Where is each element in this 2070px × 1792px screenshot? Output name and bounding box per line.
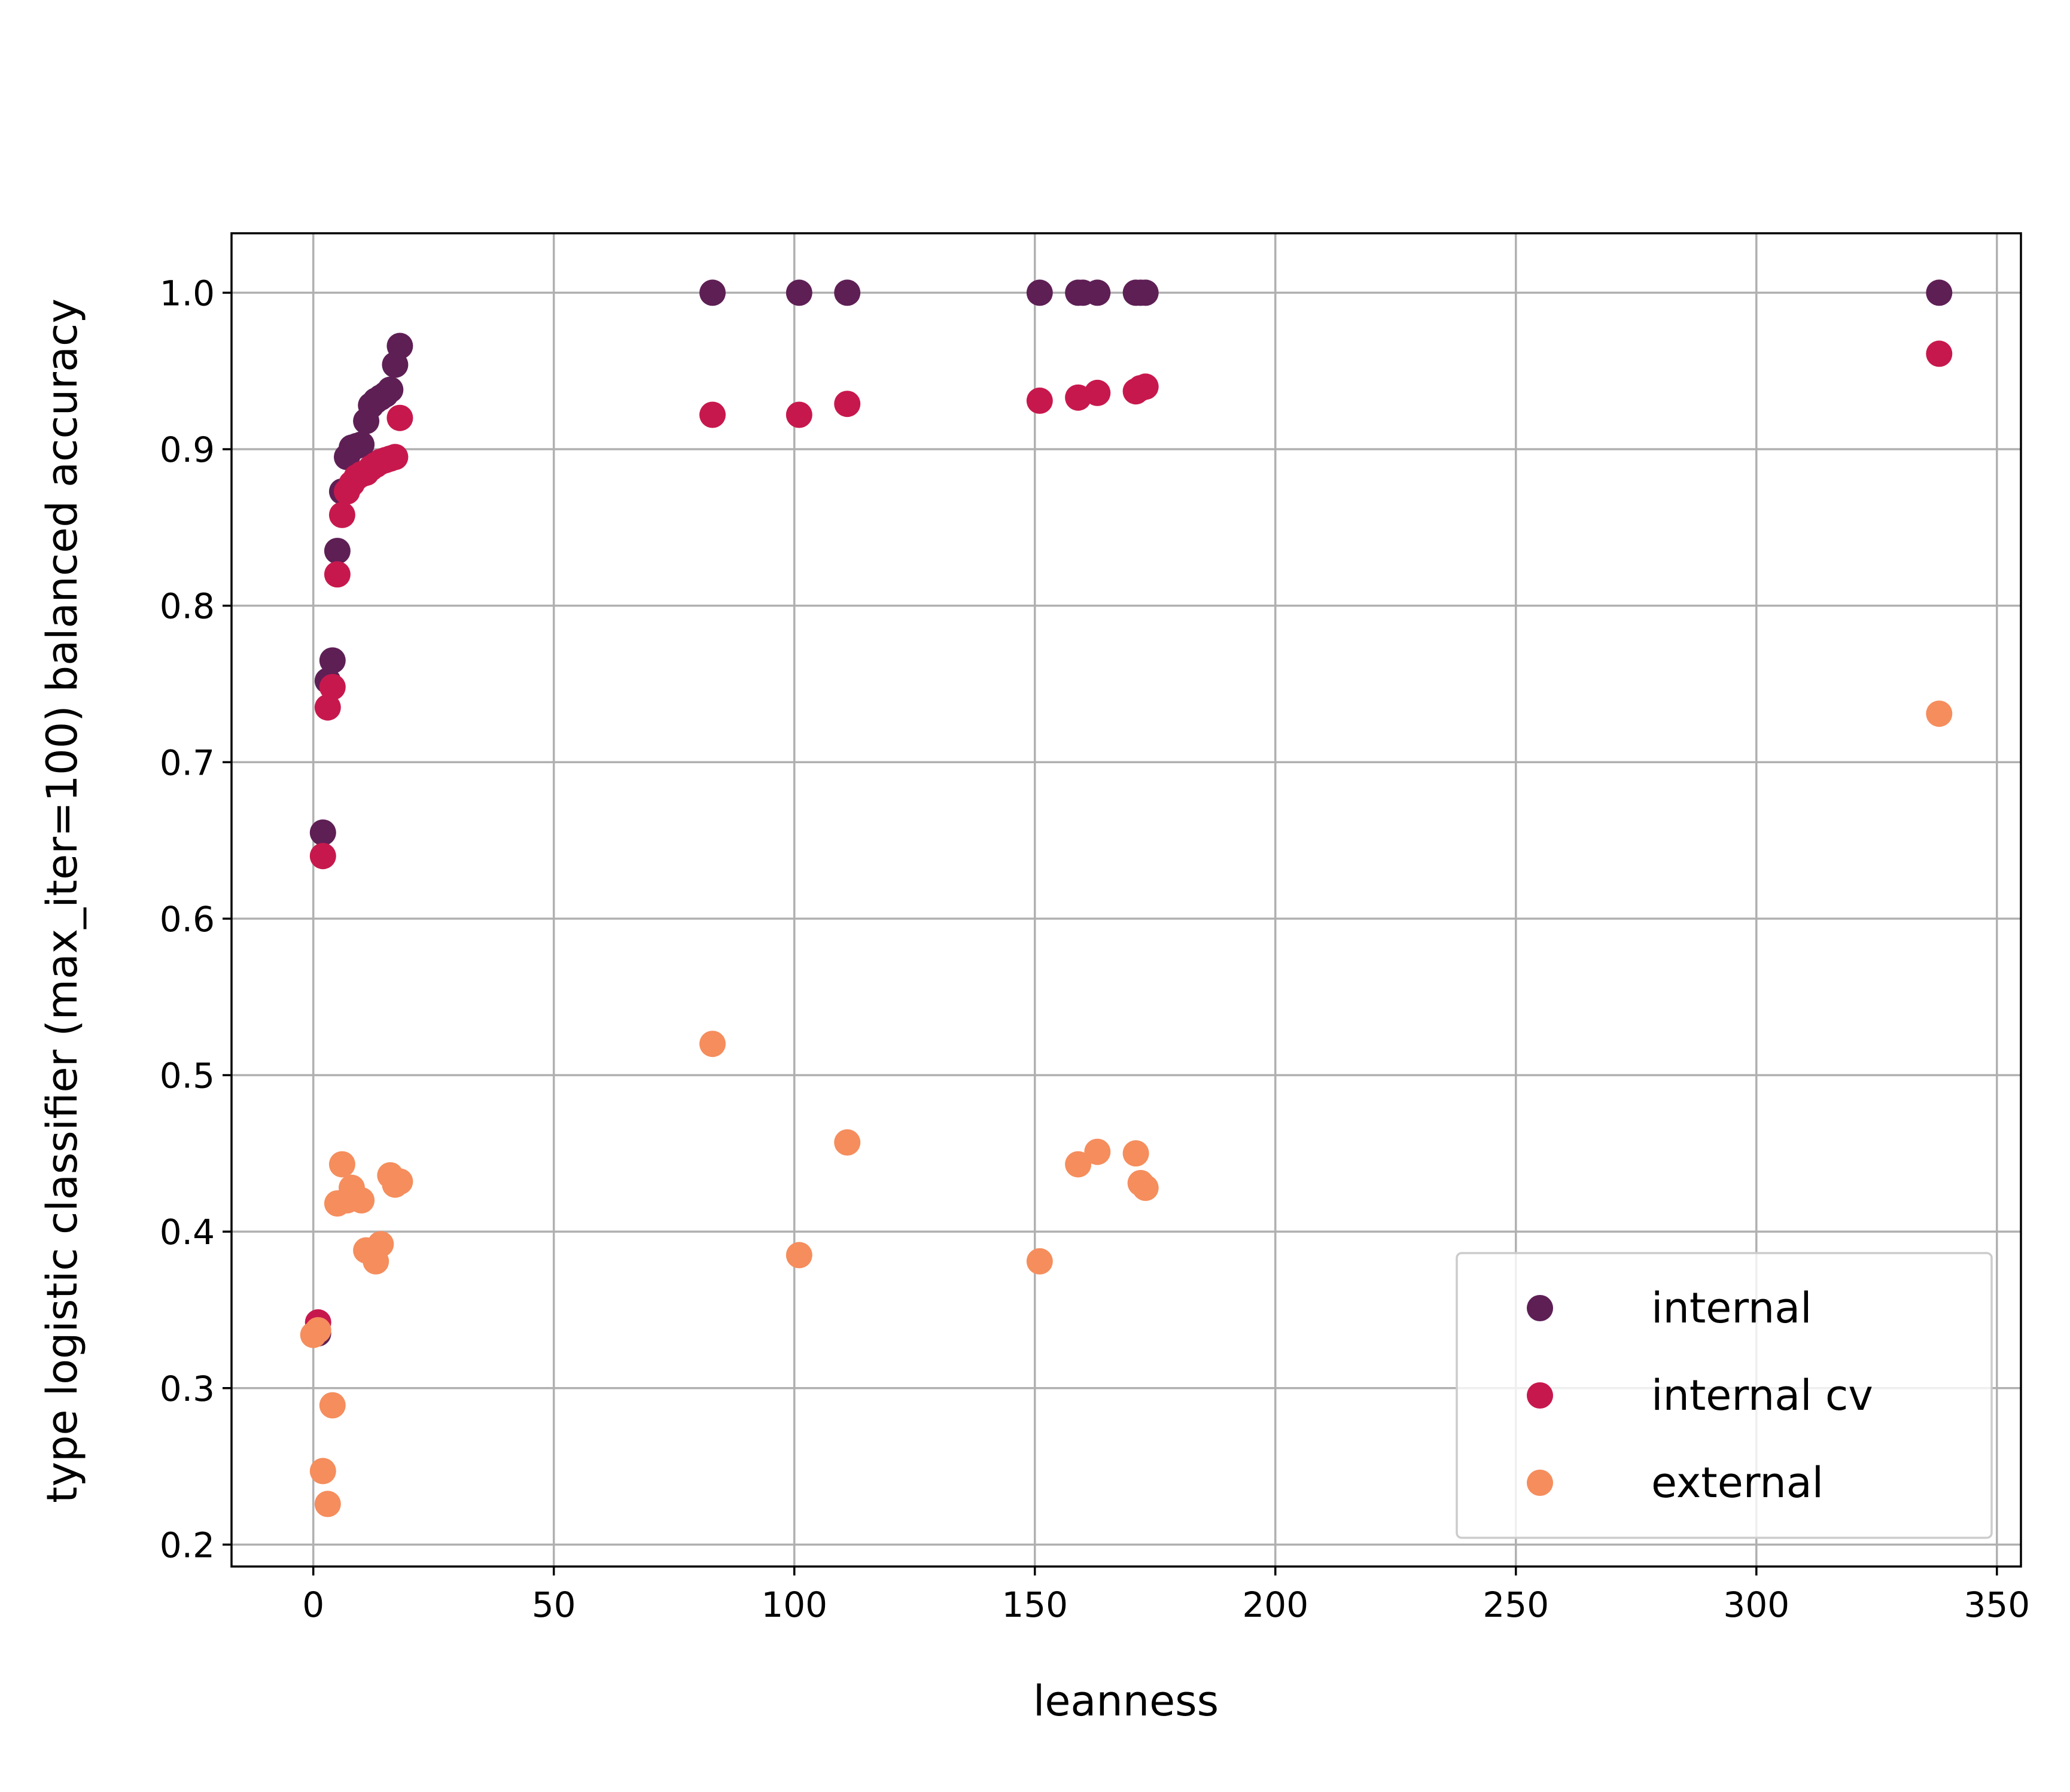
data-point-external — [1122, 1140, 1149, 1167]
data-point-internal — [309, 819, 336, 846]
data-point-internal-cv — [382, 444, 409, 471]
legend-box — [1456, 1252, 1993, 1539]
data-point-internal-cv — [328, 501, 355, 528]
series-internal-cv — [305, 340, 1953, 1336]
legend-label-internal-cv: internal cv — [1651, 1371, 1873, 1420]
data-point-internal — [834, 279, 861, 306]
data-point-external — [305, 1317, 331, 1343]
data-point-external — [699, 1031, 726, 1057]
data-point-internal-cv — [1132, 373, 1159, 400]
x-tick-label: 250 — [1483, 1584, 1549, 1625]
data-point-external — [1026, 1248, 1053, 1275]
data-point-internal — [386, 333, 413, 359]
data-point-external — [314, 1491, 341, 1517]
data-point-internal — [348, 431, 375, 458]
data-point-internal-cv — [314, 694, 341, 721]
data-point-internal — [1084, 279, 1111, 306]
data-point-internal — [324, 538, 351, 565]
axis-ticks: 0 50 100 150 200 250 300 350 0.2 0.3 0.4 0.5 0.6 0.7 0… — [160, 273, 2030, 1625]
data-point-external — [1132, 1174, 1159, 1201]
y-tick-label: 0.4 — [160, 1212, 215, 1252]
legend-marker-internal — [1527, 1295, 1553, 1321]
data-point-external — [367, 1231, 394, 1258]
y-axis-label: type logistic classifier (max_iter=100) … — [38, 298, 87, 1503]
data-point-external — [786, 1242, 812, 1269]
x-tick-label: 150 — [1001, 1584, 1068, 1625]
data-point-internal — [1926, 279, 1953, 306]
data-point-internal-cv — [834, 391, 861, 417]
data-point-external — [386, 1168, 413, 1195]
y-tick-label: 0.3 — [160, 1369, 215, 1409]
x-axis-label: leanness — [1033, 1677, 1219, 1726]
y-tick-label: 0.8 — [160, 586, 215, 627]
data-point-internal-cv — [386, 404, 413, 431]
data-point-internal-cv — [699, 401, 726, 428]
data-points — [300, 279, 1953, 1517]
data-point-internal — [786, 279, 812, 306]
x-tick-label: 100 — [761, 1584, 827, 1625]
data-point-internal-cv — [309, 843, 336, 870]
data-point-internal — [1132, 279, 1159, 306]
series-external — [300, 700, 1953, 1517]
legend-marker-internal-cv — [1527, 1382, 1553, 1409]
legend-label-internal: internal — [1651, 1284, 1812, 1333]
data-point-internal — [1026, 279, 1053, 306]
y-tick-label: 0.2 — [160, 1525, 215, 1565]
data-point-external — [319, 1392, 346, 1419]
x-tick-label: 0 — [302, 1584, 324, 1625]
legend: internal internal cv external — [1456, 1252, 1993, 1539]
x-tick-label: 200 — [1242, 1584, 1308, 1625]
x-tick-label: 50 — [532, 1584, 576, 1625]
plot-frame — [230, 232, 2022, 1568]
data-point-external — [348, 1187, 375, 1214]
data-point-external — [328, 1151, 355, 1178]
y-tick-label: 0.7 — [160, 742, 215, 783]
data-point-internal — [319, 647, 346, 674]
data-point-internal-cv — [1926, 340, 1953, 367]
data-point-internal-cv — [786, 401, 812, 428]
y-tick-label: 0.9 — [160, 429, 215, 470]
data-point-external — [1926, 700, 1953, 727]
data-point-internal-cv — [319, 673, 346, 700]
data-point-internal — [699, 279, 726, 306]
data-point-external — [1084, 1138, 1111, 1165]
data-point-internal-cv — [324, 561, 351, 588]
y-tick-label: 1.0 — [160, 273, 215, 313]
x-tick-label: 350 — [1964, 1584, 2030, 1625]
data-point-external — [1065, 1151, 1092, 1178]
data-point-external — [834, 1129, 861, 1156]
legend-label-external: external — [1651, 1458, 1824, 1507]
data-point-internal — [377, 376, 404, 403]
x-tick-label: 300 — [1723, 1584, 1789, 1625]
y-tick-label: 0.5 — [160, 1056, 215, 1096]
data-point-external — [309, 1458, 336, 1485]
data-point-internal-cv — [1084, 379, 1111, 406]
y-tick-label: 0.6 — [160, 899, 215, 940]
legend-marker-external — [1527, 1470, 1553, 1496]
data-point-internal-cv — [1026, 387, 1053, 414]
